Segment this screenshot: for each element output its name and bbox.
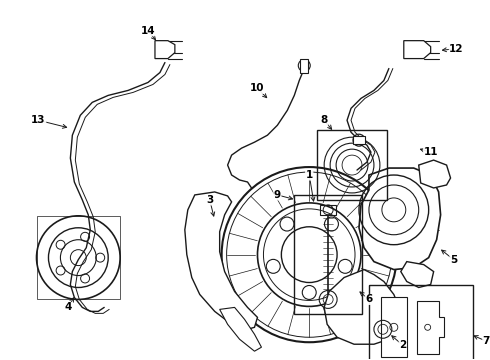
- Text: 7: 7: [483, 336, 490, 346]
- Polygon shape: [324, 270, 401, 344]
- Bar: [317, 130, 387, 200]
- Text: 5: 5: [450, 255, 457, 265]
- Polygon shape: [404, 41, 431, 59]
- Polygon shape: [401, 262, 434, 288]
- Text: 6: 6: [366, 294, 372, 305]
- Bar: [37, 216, 120, 300]
- Bar: [300, 59, 308, 72]
- Bar: [294, 195, 362, 314]
- Polygon shape: [359, 168, 441, 270]
- Polygon shape: [155, 41, 175, 59]
- Text: 4: 4: [65, 302, 72, 312]
- Text: 2: 2: [399, 340, 406, 350]
- Text: 14: 14: [141, 26, 155, 36]
- Text: 8: 8: [320, 115, 328, 125]
- Bar: [353, 136, 365, 144]
- Polygon shape: [220, 307, 262, 351]
- Polygon shape: [416, 301, 443, 354]
- Text: 13: 13: [31, 115, 46, 125]
- Text: 12: 12: [449, 44, 464, 54]
- Bar: [369, 284, 473, 360]
- Polygon shape: [381, 297, 407, 357]
- Text: 11: 11: [423, 147, 438, 157]
- Polygon shape: [185, 192, 257, 329]
- Text: 9: 9: [274, 190, 281, 200]
- Polygon shape: [419, 160, 451, 188]
- Text: 10: 10: [250, 84, 265, 94]
- Text: 1: 1: [306, 170, 313, 180]
- Text: 3: 3: [206, 195, 213, 205]
- Bar: [320, 205, 336, 215]
